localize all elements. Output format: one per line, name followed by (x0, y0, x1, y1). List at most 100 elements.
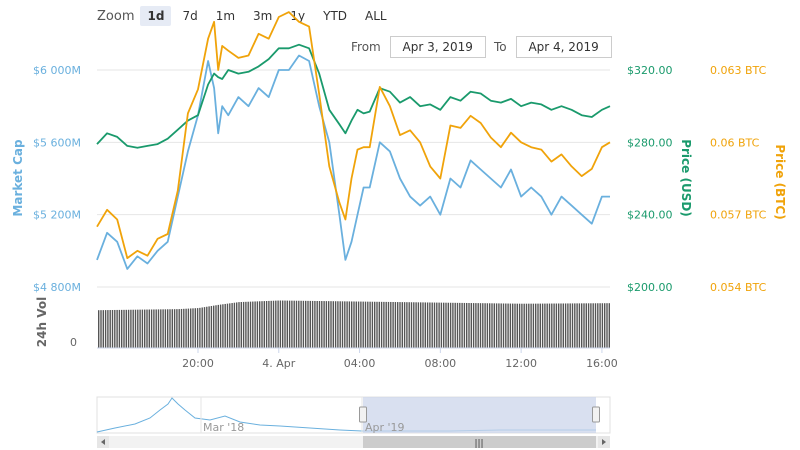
volume-bar (466, 302, 468, 348)
volume-bar (367, 301, 369, 348)
volume-bar (98, 310, 100, 348)
volume-bar (268, 300, 270, 348)
volume-bar (298, 300, 300, 348)
volume-bar (245, 301, 247, 348)
volume-bar (346, 301, 348, 348)
zoom-1m-button[interactable]: 1m (215, 9, 236, 23)
volume-bar (475, 303, 477, 348)
volume-bar (169, 309, 171, 348)
price-usd-tick-label: $280.00 (627, 136, 673, 149)
market-cap-line (96, 54, 610, 270)
volume-bar (130, 309, 132, 348)
volume-bar (132, 309, 134, 348)
volume-bar (259, 301, 261, 348)
volume-bar (277, 300, 279, 348)
volume-bar (213, 305, 215, 348)
volume-bar (445, 302, 447, 348)
volume-bar (121, 309, 123, 348)
volume-bar (351, 301, 353, 348)
volume-bar (192, 308, 194, 348)
navigator-left-handle[interactable] (359, 406, 367, 423)
volume-bar (199, 307, 201, 348)
volume-bar (459, 302, 461, 348)
volume-bar (597, 303, 599, 348)
volume-bar (203, 307, 206, 348)
volume-bar (431, 302, 433, 348)
volume-bar (590, 303, 592, 348)
volume-bar (102, 310, 104, 348)
volume-bar (558, 303, 560, 348)
volume-bar (486, 303, 489, 348)
volume-bar (585, 303, 587, 348)
chevron-right-icon (602, 439, 606, 445)
volume-bar (532, 303, 535, 348)
price-usd-tick-label: $320.00 (627, 64, 673, 77)
volume-bar (495, 303, 498, 348)
price-btc-line (96, 11, 611, 260)
volume-bar (525, 303, 528, 348)
volume-bar (164, 309, 167, 348)
x-tick-label: 4. Apr (262, 357, 295, 370)
volume-bar (422, 302, 424, 348)
to-date-input[interactable]: Apr 4, 2019 (515, 36, 612, 58)
volume-bar (463, 302, 466, 348)
zoom-3m-button[interactable]: 3m (253, 9, 273, 23)
volume-bar (256, 301, 259, 348)
volume-bar (539, 303, 541, 348)
volume-bar (162, 309, 164, 348)
navigator[interactable]: Mar '18 Apr '19 ||| (96, 396, 611, 449)
volume-bar (318, 301, 321, 348)
volume-bar (288, 300, 291, 348)
volume-bar (183, 308, 185, 348)
price-usd-tick-label: $240.00 (627, 209, 673, 222)
volume-bar (240, 302, 242, 348)
navigator-right-handle[interactable] (592, 406, 600, 423)
zoom-1y-button[interactable]: 1y (290, 9, 306, 23)
volume-bar (339, 301, 341, 348)
volume-bar (498, 303, 500, 348)
zoom-7d-button[interactable]: 7d (182, 9, 198, 23)
volume-bar (321, 301, 323, 348)
price-btc-tick-label: 0.063 BTC (710, 64, 767, 77)
volume-bar (443, 302, 445, 348)
volume-bar (316, 300, 318, 348)
volume-bar (447, 302, 449, 348)
volume-bar (123, 309, 125, 348)
volume-bar (226, 303, 229, 348)
volume-bar (334, 301, 337, 348)
volume-bar (553, 303, 555, 348)
volume-bar (477, 303, 479, 348)
volume-bar (176, 309, 178, 348)
volume-bar (208, 306, 210, 348)
volume-bar (323, 301, 325, 348)
volume-bar (399, 302, 401, 348)
volume-bar (397, 302, 399, 348)
volume-bar (413, 302, 415, 348)
volume-bar (433, 302, 436, 348)
zoom-1d-button[interactable]: 1d (140, 6, 172, 26)
volume-bar (263, 301, 265, 348)
volume-bar (238, 302, 240, 348)
zoom-all-button[interactable]: ALL (365, 9, 387, 23)
volume-bar (348, 301, 351, 348)
volume-bar (141, 309, 144, 348)
volume-bar (305, 300, 307, 348)
volume-bar (604, 303, 606, 348)
volume-tick-label: 0 (70, 336, 77, 349)
from-date-input[interactable]: Apr 3, 2019 (389, 36, 486, 58)
volume-bar (390, 301, 392, 348)
price-btc-tick-label: 0.057 BTC (710, 209, 767, 222)
volume-bar (378, 301, 380, 348)
volume-bar (275, 300, 277, 348)
volume-bar (160, 309, 162, 348)
grid-lines (97, 69, 610, 288)
zoom-ytd-button[interactable]: YTD (323, 9, 348, 23)
volume-bar (493, 303, 495, 348)
navigator-selection[interactable] (363, 397, 596, 433)
volume-bar (311, 300, 314, 348)
volume-bar (236, 302, 238, 348)
volume-bar (219, 304, 222, 348)
scrollbar-thumb[interactable] (363, 436, 596, 448)
volume-bar (583, 303, 585, 348)
volume-bar (210, 306, 213, 348)
